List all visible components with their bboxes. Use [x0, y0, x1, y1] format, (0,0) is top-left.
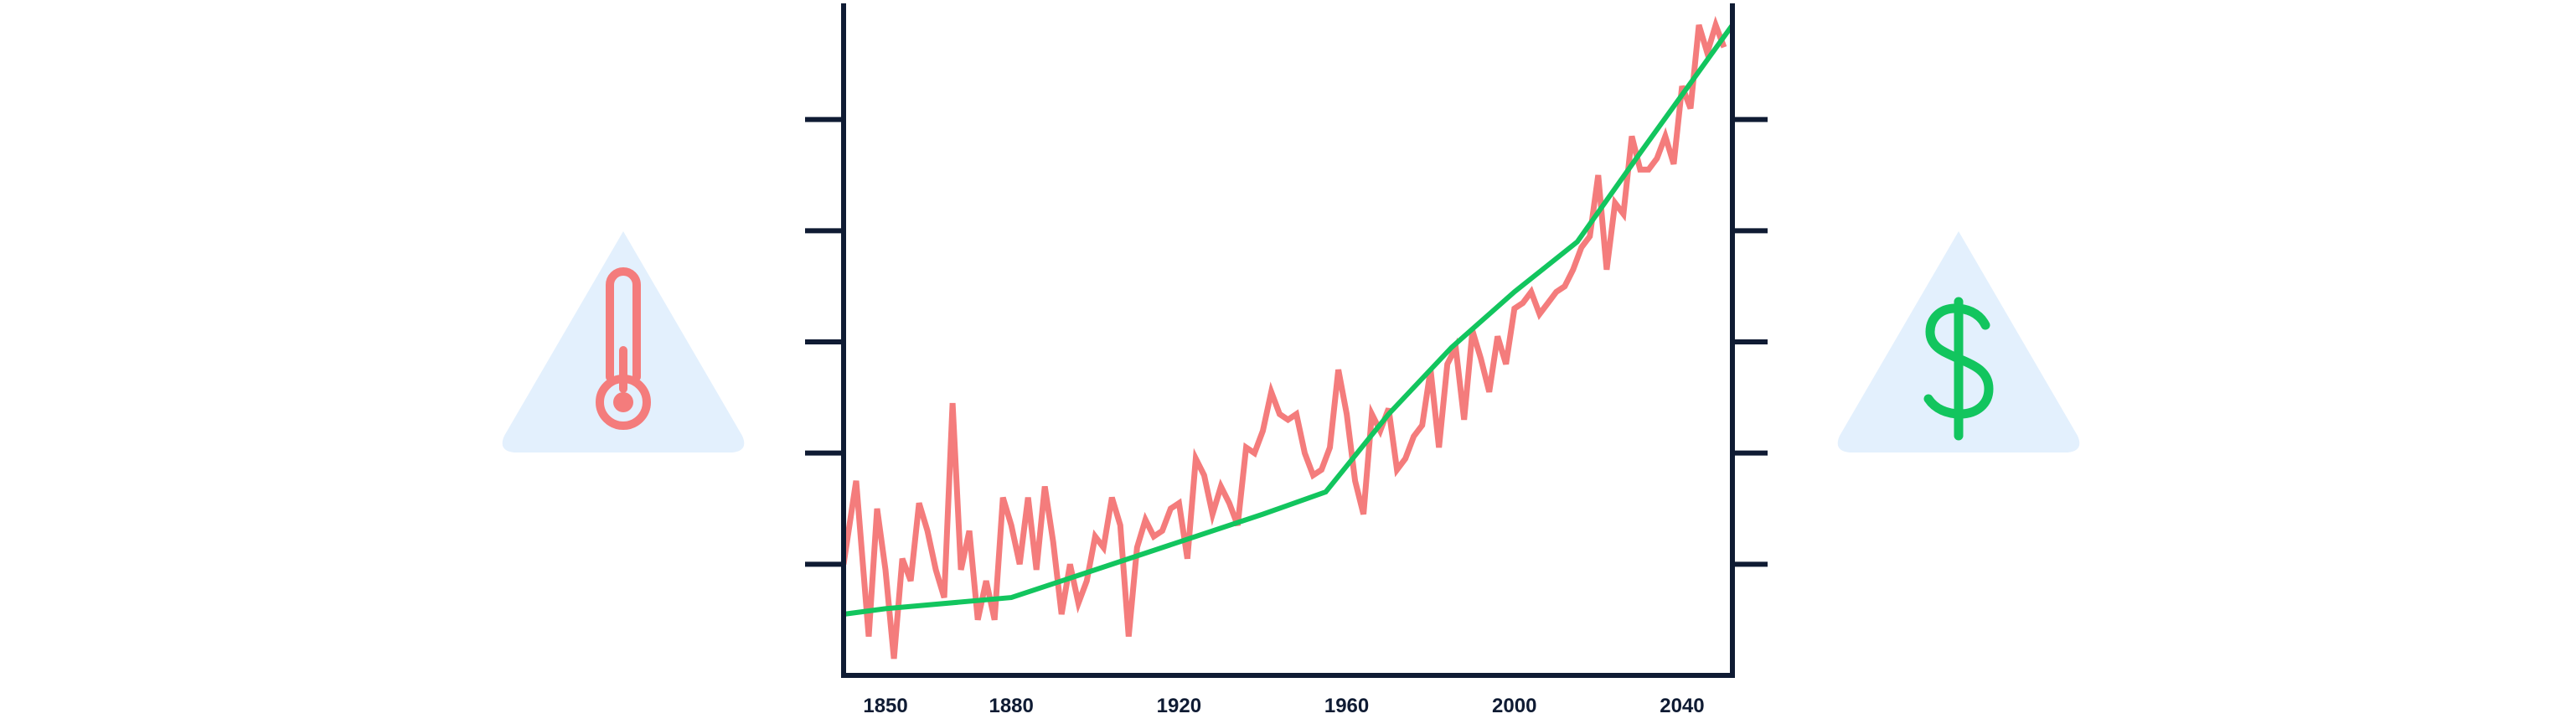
x-tick-label: 2040 — [1660, 695, 1704, 717]
x-tick-label: 2000 — [1492, 695, 1536, 717]
cost-series-line — [843, 23, 1735, 617]
x-tick-label: 1920 — [1157, 695, 1201, 717]
cost-warning-badge — [1826, 225, 2091, 459]
thermometer-icon — [502, 231, 745, 452]
thermometer-warning-badge — [491, 225, 756, 459]
dollar-icon — [1837, 231, 2080, 452]
x-tick-label: 1850 — [863, 695, 907, 717]
temperature-series-line — [840, 16, 1727, 659]
x-tick-label: 1960 — [1324, 695, 1369, 717]
x-tick-label: 1880 — [989, 695, 1033, 717]
